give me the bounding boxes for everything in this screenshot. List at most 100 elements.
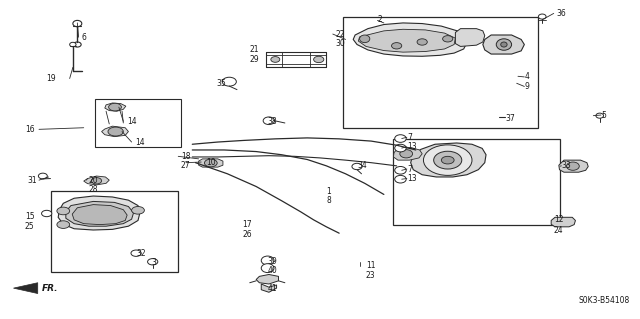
Ellipse shape	[271, 56, 280, 62]
Text: 29: 29	[250, 55, 259, 64]
Text: 3: 3	[152, 258, 156, 267]
Text: 18: 18	[180, 152, 190, 161]
Ellipse shape	[57, 221, 70, 228]
Ellipse shape	[204, 159, 217, 167]
Text: 32: 32	[137, 249, 147, 258]
Text: 11: 11	[366, 261, 376, 271]
Text: FR.: FR.	[42, 284, 59, 293]
Bar	[343, 17, 538, 128]
Polygon shape	[84, 176, 109, 185]
Ellipse shape	[352, 163, 362, 170]
Polygon shape	[411, 143, 486, 177]
Polygon shape	[261, 284, 276, 292]
Ellipse shape	[73, 20, 82, 27]
Text: 14: 14	[127, 117, 137, 126]
Ellipse shape	[417, 39, 428, 45]
Text: 27: 27	[180, 161, 191, 170]
Ellipse shape	[392, 43, 402, 49]
Text: 25: 25	[25, 222, 35, 231]
Ellipse shape	[596, 113, 604, 118]
Ellipse shape	[131, 250, 141, 256]
Ellipse shape	[566, 162, 579, 170]
Ellipse shape	[38, 173, 47, 179]
Ellipse shape	[42, 210, 52, 217]
Polygon shape	[551, 217, 575, 227]
Polygon shape	[105, 103, 126, 111]
Text: 5: 5	[601, 111, 606, 120]
Ellipse shape	[360, 35, 370, 43]
Polygon shape	[559, 160, 588, 172]
Polygon shape	[256, 274, 278, 284]
Polygon shape	[58, 196, 140, 230]
Text: 7: 7	[407, 133, 412, 142]
Text: 30: 30	[335, 39, 345, 48]
Ellipse shape	[442, 156, 454, 164]
Ellipse shape	[109, 103, 122, 111]
Bar	[393, 139, 560, 225]
Polygon shape	[102, 126, 129, 137]
Ellipse shape	[395, 175, 406, 183]
Bar	[51, 191, 178, 272]
Text: 38: 38	[268, 117, 277, 126]
Ellipse shape	[57, 207, 70, 215]
Text: 34: 34	[357, 161, 367, 170]
Polygon shape	[456, 29, 484, 47]
Text: 40: 40	[268, 266, 277, 275]
Text: 36: 36	[556, 9, 566, 18]
Text: 7: 7	[407, 165, 412, 174]
Text: 28: 28	[89, 185, 99, 194]
Polygon shape	[353, 23, 467, 56]
Text: 14: 14	[135, 137, 145, 146]
Ellipse shape	[538, 14, 546, 19]
Polygon shape	[358, 29, 456, 52]
Text: 2: 2	[378, 15, 382, 24]
Text: 9: 9	[524, 82, 529, 91]
Text: 4: 4	[524, 72, 529, 81]
Ellipse shape	[261, 256, 274, 265]
Ellipse shape	[314, 56, 324, 63]
Ellipse shape	[500, 42, 507, 47]
Ellipse shape	[70, 42, 76, 47]
Text: 23: 23	[366, 271, 376, 280]
Ellipse shape	[74, 42, 81, 47]
Text: 8: 8	[326, 196, 331, 205]
Ellipse shape	[395, 135, 406, 142]
Ellipse shape	[222, 77, 236, 86]
Text: 17: 17	[242, 220, 252, 229]
Ellipse shape	[108, 127, 124, 136]
Ellipse shape	[424, 145, 472, 175]
Ellipse shape	[148, 259, 158, 265]
Text: 12: 12	[554, 215, 563, 224]
Text: 20: 20	[89, 176, 99, 185]
Ellipse shape	[395, 144, 406, 152]
Polygon shape	[483, 35, 524, 54]
Text: 24: 24	[554, 226, 563, 234]
Text: 41: 41	[268, 284, 277, 293]
Ellipse shape	[132, 206, 145, 214]
Bar	[95, 99, 181, 147]
Text: 37: 37	[505, 114, 515, 123]
Ellipse shape	[443, 36, 453, 42]
Text: S0K3-B54108: S0K3-B54108	[579, 296, 630, 305]
Text: 15: 15	[25, 212, 35, 221]
Ellipse shape	[496, 39, 511, 50]
Text: 21: 21	[250, 45, 259, 55]
Text: 16: 16	[25, 125, 35, 134]
Ellipse shape	[395, 167, 406, 174]
Ellipse shape	[400, 150, 413, 158]
Text: 19: 19	[47, 74, 56, 83]
Text: 26: 26	[242, 230, 252, 239]
Ellipse shape	[92, 178, 102, 184]
Text: 1: 1	[326, 187, 331, 196]
Text: 10: 10	[206, 158, 216, 167]
Polygon shape	[394, 147, 422, 160]
Text: 31: 31	[28, 176, 37, 185]
Text: 39: 39	[268, 257, 277, 266]
Text: 22: 22	[335, 30, 345, 39]
Ellipse shape	[263, 117, 275, 124]
Text: 6: 6	[81, 33, 86, 42]
Ellipse shape	[434, 151, 462, 169]
Polygon shape	[198, 159, 223, 167]
Ellipse shape	[261, 264, 274, 272]
Text: 33: 33	[561, 161, 571, 170]
